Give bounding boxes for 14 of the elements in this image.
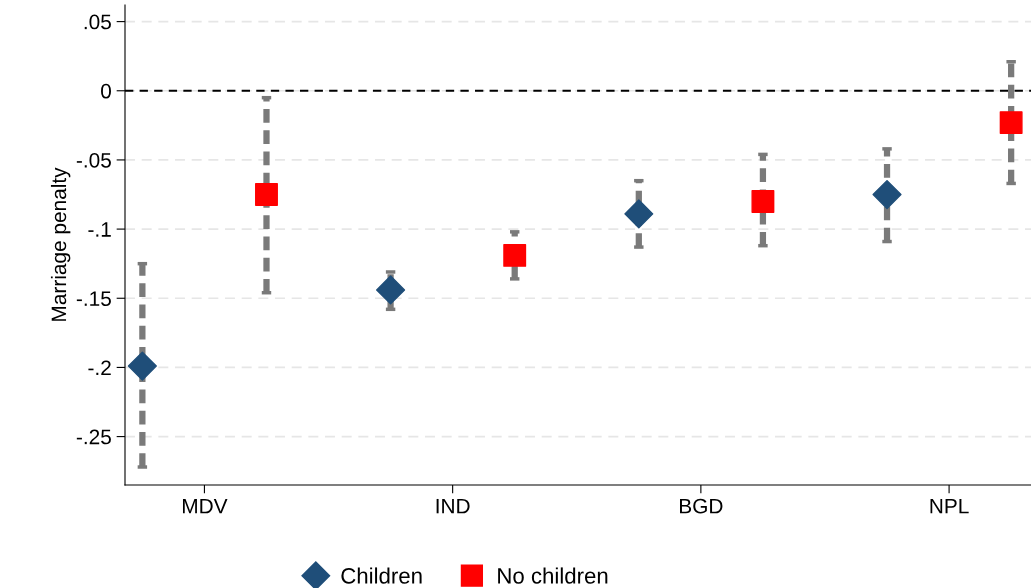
x-tick-label: BGD (680, 498, 723, 514)
y-tick-label: 0 (101, 83, 111, 99)
x-tick-label: MDV (182, 498, 228, 514)
x-tick-label: IND (436, 498, 470, 514)
legend-label: No children (498, 567, 608, 584)
y-axis-title: Marriage penalty (50, 167, 71, 321)
legend-label: Children (341, 567, 422, 584)
y-tick-label: -.25 (76, 429, 111, 445)
y-tick-label: -.1 (88, 222, 111, 237)
y-tick-label: -.15 (76, 291, 111, 307)
y-tick-label: -.2 (88, 360, 111, 375)
y-tick-label: .05 (84, 14, 111, 30)
x-tick-label: NPL (930, 498, 969, 514)
y-tick-label: -.05 (76, 152, 111, 168)
